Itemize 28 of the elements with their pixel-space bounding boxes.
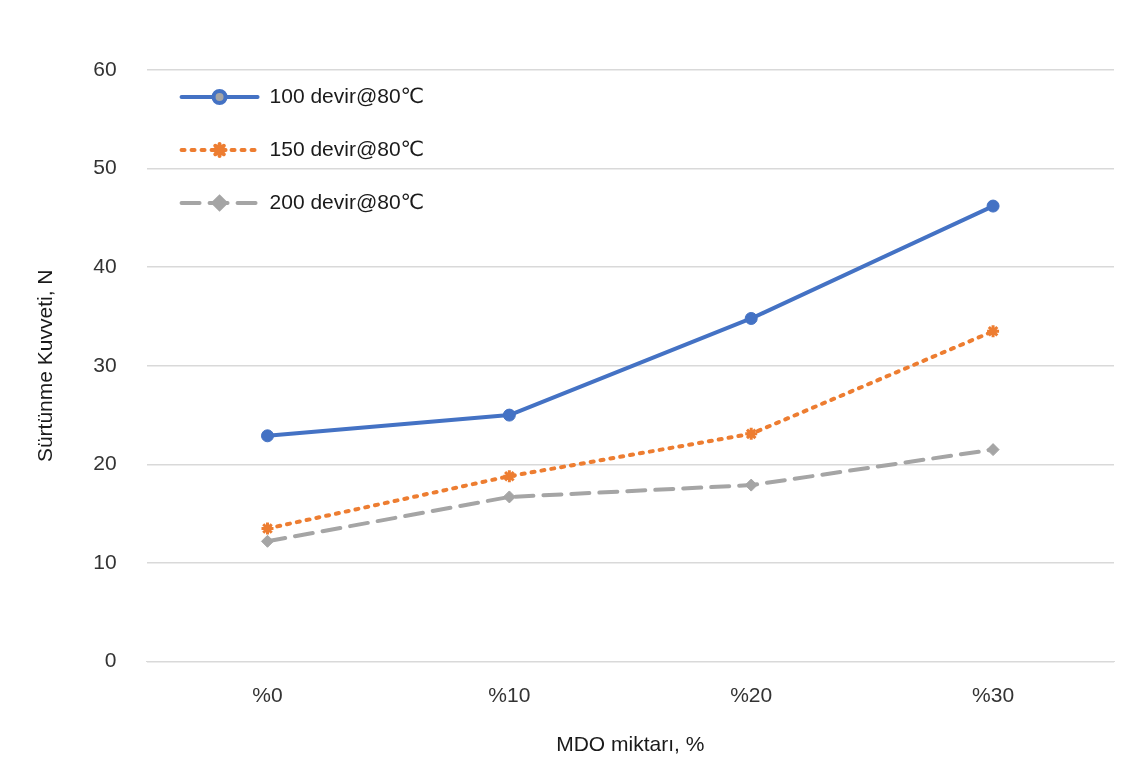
point	[260, 534, 274, 548]
x-tick-label: %20	[730, 683, 773, 706]
y-tick-label: 10	[93, 549, 117, 573]
x-tick-label: %10	[488, 683, 531, 706]
point	[744, 311, 758, 325]
point	[986, 199, 1000, 213]
legend-label: 150 devir@80℃	[269, 136, 425, 160]
y-tick-label: 50	[93, 155, 117, 179]
point	[744, 478, 758, 492]
point	[985, 323, 1001, 339]
point	[501, 468, 517, 484]
y-tick-label: 40	[93, 254, 117, 277]
y-tick-label: 30	[93, 352, 117, 376]
point	[986, 443, 1000, 457]
point	[743, 426, 759, 442]
x-axis-title: MDO miktarı, %	[556, 732, 705, 756]
point	[259, 520, 275, 536]
y-tick-label: 0	[104, 648, 117, 672]
legend-label: 200 devir@80℃	[269, 189, 425, 213]
y-tick-label: 20	[93, 451, 117, 475]
y-tick-label: 60	[93, 56, 117, 80]
x-tick-label: %30	[972, 683, 1015, 706]
legend-label: 100 devir@80℃	[269, 83, 425, 107]
point	[502, 408, 516, 422]
point	[260, 429, 274, 443]
y-axis-title: Sürtünme Kuvveti, N	[33, 269, 57, 463]
x-tick-label: %0	[252, 683, 283, 706]
point	[502, 490, 516, 504]
